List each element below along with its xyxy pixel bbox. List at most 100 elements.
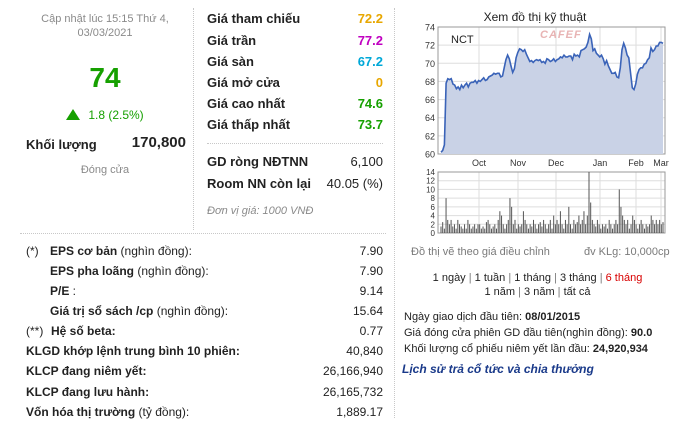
period-option[interactable]: tất cả — [563, 286, 591, 298]
info-first-trade-date: Ngày giao dịch đầu tiên: 08/01/2015 — [404, 311, 580, 323]
financial-value: 40,840 — [346, 344, 383, 358]
financial-row: Giá trị sổ sách /cp (nghìn đồng): 15.64 — [26, 304, 383, 324]
financial-value: 1,889.17 — [336, 405, 383, 419]
period-separator: | — [465, 272, 475, 284]
info-label: Giá đóng cửa phiên GD đầu tiên(nghìn đồn… — [404, 327, 628, 339]
financial-value: 9.14 — [359, 284, 383, 298]
financial-row: Vốn hóa thị trường (tỷ đồng): 1,889.17 — [26, 405, 383, 423]
period-option[interactable]: 6 tháng — [605, 272, 643, 284]
price-tick-label: 70 — [425, 59, 435, 69]
volume-tick-label: 6 — [431, 203, 436, 212]
price-tick-label: 60 — [425, 150, 435, 160]
price-label: Giá cao nhất — [207, 96, 286, 111]
time-tick-label: Oct — [472, 158, 487, 168]
volume-tick-label: 12 — [426, 177, 435, 186]
info-value: 08/01/2015 — [525, 311, 581, 323]
financial-prefix: (*) — [26, 244, 39, 258]
price-tick-label: 68 — [425, 77, 435, 87]
info-label: Khối lượng cổ phiếu niêm yết lần đầu: — [404, 343, 590, 355]
period-option[interactable]: 1 ngày — [432, 272, 466, 284]
financial-value: 0.77 — [359, 324, 383, 338]
price-value: 74.6 — [357, 96, 383, 111]
time-tick-label: Mar — [653, 158, 669, 168]
unit-note: Đơn vị giá: 1000 VNĐ — [207, 205, 314, 217]
period-option[interactable]: 1 năm — [484, 286, 516, 298]
period-option[interactable]: 1 tháng — [514, 272, 551, 284]
divider — [207, 143, 383, 144]
period-separator: | — [596, 272, 606, 284]
info-first-close-price: Giá đóng cửa phiên GD đầu tiên(nghìn đồn… — [404, 327, 652, 339]
financial-label-main: Hệ số beta: — [51, 324, 116, 338]
financial-value: 26,165,732 — [322, 385, 383, 399]
period-option[interactable]: 1 tuần — [474, 272, 506, 284]
financial-label-main: EPS pha loãng — [50, 264, 135, 278]
price-value: 67.2 — [357, 54, 383, 69]
volume-tick-label: 4 — [431, 212, 436, 221]
price-tick-label: 74 — [425, 23, 435, 33]
chart-title[interactable]: Xem đồ thị kỹ thuật — [483, 10, 587, 24]
divider — [394, 8, 395, 418]
time-tick-label: Dec — [548, 158, 565, 168]
financial-row: KLCP đang niêm yết: 26,166,940 — [26, 364, 383, 384]
price-line — [440, 31, 664, 153]
financial-label: P/E : — [50, 284, 76, 298]
close-status: Đóng cửa — [80, 164, 130, 176]
last-updated-date: 03/03/2021 — [77, 27, 133, 39]
price-row-low: Giá thấp nhất 73.7 — [207, 117, 383, 137]
financial-label-sub: (nghìn đồng): — [153, 304, 229, 318]
price-change: 1.8 (2.5%) — [20, 108, 190, 122]
financial-label-main: KLCP đang lưu hành: — [26, 385, 150, 399]
volume-unit-note: đv KLg: 10,000cp — [584, 246, 670, 258]
price-change-value: 1.8 (2.5%) — [88, 108, 144, 122]
volume-tick-label: 2 — [431, 220, 436, 229]
price-tick-label: 62 — [425, 131, 435, 141]
price-value: 0 — [375, 75, 383, 90]
divider — [20, 233, 386, 234]
financial-label-main: Giá trị sổ sách /cp — [50, 304, 154, 318]
info-value: 90.0 — [630, 327, 653, 339]
financial-row: EPS pha loãng (nghìn đồng): 7.90 — [26, 264, 383, 284]
watermark-logo: CAFEF — [540, 29, 582, 41]
period-row: 1 năm | 3 năm | tất cả — [400, 285, 675, 299]
financial-value: 7.90 — [359, 264, 383, 278]
time-tick-label: Feb — [628, 158, 644, 168]
period-option[interactable]: 3 tháng — [559, 272, 597, 284]
price-tick-label: 64 — [425, 113, 435, 123]
price-label: Giá trần — [207, 33, 257, 48]
price-row-high: Giá cao nhất 74.6 — [207, 96, 383, 116]
arrow-up-icon — [66, 109, 81, 120]
time-tick-label: Jan — [593, 158, 608, 168]
period-option[interactable]: 3 năm — [524, 286, 555, 298]
financial-label-sub: (tỷ đồng): — [135, 405, 190, 419]
financial-row: KLGD khớp lệnh trung bình 10 phiên: 40,84… — [26, 344, 383, 364]
financial-label-sub: (nghìn đồng): — [134, 264, 209, 278]
financial-label-sub: (nghìn đồng): — [117, 244, 192, 258]
period-separator: | — [515, 286, 525, 298]
financial-row: (**) Hệ số beta: 0.77 — [26, 324, 383, 344]
price-value: 72.2 — [357, 11, 383, 26]
financial-row: (*) EPS cơ bản (nghìn đồng): 7.90 — [26, 244, 383, 264]
financial-row: KLCP đang lưu hành: 26,165,732 — [26, 385, 383, 405]
financial-label: Vốn hóa thị trường (tỷ đồng): — [26, 405, 189, 419]
volume-tick-label: 14 — [426, 168, 435, 177]
financial-value: 7.90 — [359, 244, 383, 258]
volume-label: Khối lượng — [26, 137, 97, 152]
financial-label-main: KLCP đang niêm yết: — [26, 364, 147, 378]
dividend-history-link[interactable]: Lịch sử trả cổ tức và chia thưởng — [402, 362, 594, 376]
info-listed-volume: Khối lượng cổ phiếu niêm yết lần đầu: 24… — [404, 343, 648, 355]
last-updated: Cập nhật lúc 15:15 Thứ 4, 03/03/2021 — [20, 12, 190, 40]
price-row-ceiling: Giá trần 77.2 — [207, 33, 383, 53]
financial-prefix: (**) — [26, 324, 44, 338]
foreign-room-label: Room NN còn lại — [207, 176, 312, 191]
period-selector: 1 ngày | 1 tuần | 1 tháng | 3 tháng | 6 … — [400, 271, 675, 299]
financial-label-main: EPS cơ bản — [50, 244, 118, 258]
financial-value: 26,166,940 — [322, 364, 383, 378]
chart-footer-note: Đồ thị vẽ theo giá điều chỉnh — [411, 246, 550, 258]
price-tick-label: 66 — [425, 95, 435, 105]
price-label: Giá mở cửa — [207, 75, 280, 90]
price-area — [441, 34, 663, 154]
foreign-net-value: 6,100 — [350, 154, 383, 169]
financial-label-main: Vốn hóa thị trường — [26, 405, 136, 419]
time-tick-label: Nov — [510, 158, 527, 168]
